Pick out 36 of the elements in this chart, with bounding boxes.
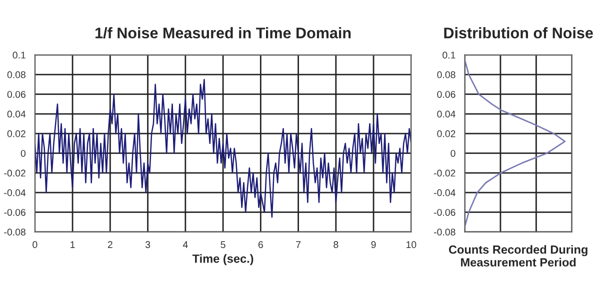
x-tick-label: 2 [108,241,112,248]
y-tick-label: 0.06 [7,90,26,98]
y-tick-label: 0 [20,150,26,157]
x-axis-title: Counts Recorded During Measurement Period [448,245,588,267]
y-tick-label: -0.02 [434,170,456,177]
y-tick-label: -0.04 [434,189,456,196]
chart-title: 1/f Noise Measured in Time Domain [96,27,351,39]
x-tick-label: 9 [371,241,376,248]
x-axis-title: Time (sec.) [192,254,254,266]
y-tick-label: -0.02 [4,170,26,177]
y-tick-label: -0.06 [4,208,26,216]
y-tick-label: 0.04 [437,110,456,118]
y-tick-label: 0.1 [442,52,456,59]
x-tick-label: 5 [220,241,226,248]
y-tick-label: 0.1 [12,52,26,59]
x-tick-label: 10 [406,241,416,248]
x-tick-label: 7 [296,241,301,248]
y-tick-label: -0.06 [434,208,456,216]
y-tick-label: 0.04 [7,110,26,118]
y-tick-label: 0.02 [437,130,456,138]
y-tick-label: 0 [450,150,456,157]
y-tick-label: 0.06 [437,90,456,98]
x-tick-label: 3 [145,241,150,248]
y-tick-label: 0.02 [7,130,26,138]
y-tick-label: -0.04 [4,189,26,196]
line-series [34,78,412,218]
y-tick-label: -0.08 [434,228,456,236]
y-tick-label: 0.08 [7,71,26,78]
y-tick-label: 0.08 [437,71,456,78]
y-tick-label: -0.08 [4,228,26,236]
x-tick-label: 8 [334,241,338,248]
x-tick-label: 6 [258,241,263,248]
x-tick-label: 4 [182,241,188,248]
x-tick-label: 0 [32,241,38,248]
x-tick-label: 1 [70,241,75,248]
chart-title: Distribution of Noise [444,27,593,38]
